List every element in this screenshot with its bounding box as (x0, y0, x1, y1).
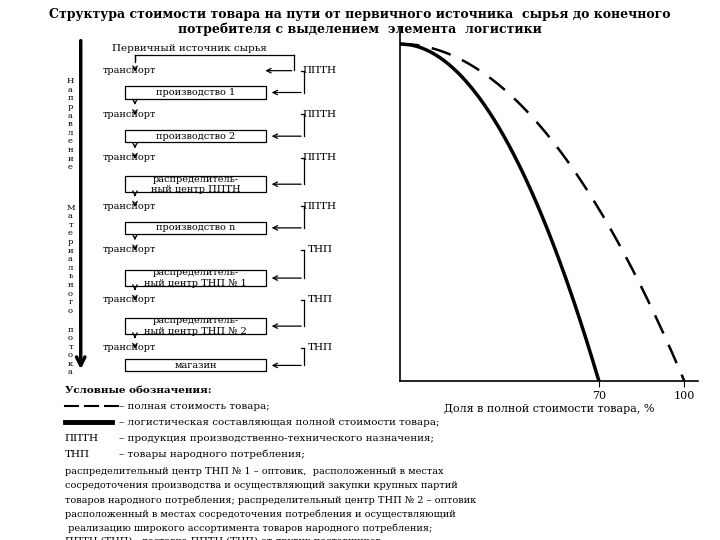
Text: транспорт: транспорт (103, 245, 156, 254)
Text: распределитель-
ный центр ППТН: распределитель- ный центр ППТН (150, 174, 240, 194)
Text: сосредоточения производства и осуществляющий закупки крупных партий: сосредоточения производства и осуществля… (65, 481, 457, 490)
Text: транспорт: транспорт (103, 201, 156, 211)
Text: реализацию широкого ассортимента товаров народного потребления;: реализацию широкого ассортимента товаров… (65, 523, 432, 533)
Text: транспорт: транспорт (103, 343, 156, 353)
Text: производство 1: производство 1 (156, 88, 235, 97)
Text: транспорт: транспорт (103, 295, 156, 305)
Text: производство 2: производство 2 (156, 132, 235, 140)
Text: – товары народного потребления;: – товары народного потребления; (119, 450, 305, 460)
Text: производство n: производство n (156, 224, 235, 232)
Text: распределительный центр ТНП № 1 – оптовик,  расположенный в местах: распределительный центр ТНП № 1 – оптови… (65, 467, 444, 476)
X-axis label: Доля в полной стоимости товара, %: Доля в полной стоимости товара, % (444, 404, 654, 414)
Text: ТНП: ТНП (307, 343, 333, 353)
Text: транспорт: транспорт (103, 153, 156, 163)
Text: ППТН: ППТН (303, 153, 337, 163)
Text: Н
а
п
р
а
в
л
е
н
и
е: Н а п р а в л е н и е (67, 77, 74, 171)
Text: ТНП: ТНП (307, 245, 333, 254)
Bar (125, 318, 266, 334)
Bar (125, 360, 266, 372)
Text: магазин: магазин (174, 361, 217, 370)
Text: транспорт: транспорт (103, 110, 156, 119)
Text: – продукция производственно-технического назначения;: – продукция производственно-технического… (119, 434, 433, 443)
Text: Условные обозначения:: Условные обозначения: (65, 386, 212, 395)
Text: ППТН: ППТН (303, 201, 337, 211)
Text: транспорт: транспорт (103, 66, 156, 75)
Text: ППТН (ТНП) - доставка ППТН (ТНП) от других поставщиков: ППТН (ТНП) - доставка ППТН (ТНП) от друг… (65, 537, 381, 540)
Text: расположенный в местах сосредоточения потребления и осуществляющий: расположенный в местах сосредоточения по… (65, 509, 456, 519)
Bar (125, 86, 266, 98)
Bar (125, 130, 266, 142)
Text: распределитель-
ный центр ТНП № 2: распределитель- ный центр ТНП № 2 (144, 316, 247, 336)
Text: ППТН: ППТН (65, 434, 99, 443)
Text: – полная стоимость товара;: – полная стоимость товара; (119, 402, 269, 410)
Text: п
о
т
о
к
а: п о т о к а (68, 326, 73, 376)
Text: товаров народного потребления; распределительный центр ТНП № 2 – оптовик: товаров народного потребления; распредел… (65, 495, 476, 505)
Bar (125, 270, 266, 286)
Text: ППТН: ППТН (303, 66, 337, 75)
Text: ТНП: ТНП (307, 295, 333, 305)
Text: ППТН: ППТН (303, 110, 337, 119)
Text: распределитель-
ный центр ТНП № 1: распределитель- ный центр ТНП № 1 (144, 268, 247, 288)
Bar (125, 222, 266, 234)
Text: – логистическая составляющая полной стоимости товара;: – логистическая составляющая полной стои… (119, 418, 439, 427)
Text: Структура стоимости товара на пути от первичного источника  сырья до конечного: Структура стоимости товара на пути от пе… (49, 8, 671, 21)
Text: потребителя с выделением  элемента  логистики: потребителя с выделением элемента логист… (178, 23, 542, 36)
Text: ТНП: ТНП (65, 450, 90, 459)
Text: Первичный источник сырья: Первичный источник сырья (112, 44, 266, 53)
Text: М
а
т
е
р
и
а
л
ь
н
о
г
о: М а т е р и а л ь н о г о (66, 204, 75, 315)
Bar (125, 176, 266, 192)
